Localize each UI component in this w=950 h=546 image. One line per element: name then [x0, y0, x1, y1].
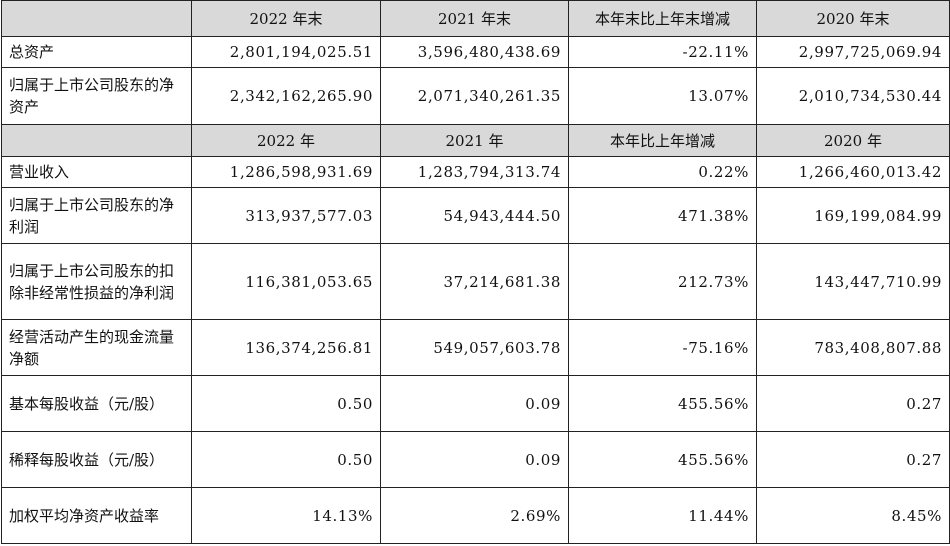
cell-value: 11.44% [568, 487, 757, 544]
cell-value: 3,596,480,438.69 [380, 36, 569, 68]
row-label: 总资产 [1, 36, 192, 68]
row-label: 归属于上市公司股东的扣除非经常性损益的净利润 [1, 243, 192, 320]
cell-value: 143,447,710.99 [756, 243, 950, 320]
cell-value: 471.38% [568, 187, 757, 244]
cell-value: 37,214,681.38 [380, 243, 569, 320]
cell-value: 2,071,340,261.35 [380, 67, 569, 125]
table-row-weighted-roe: 加权平均净资产收益率 14.13% 2.69% 11.44% 8.45% [1, 487, 950, 544]
header-cell-2020: 2020 年 [756, 124, 950, 157]
row-label: 归属于上市公司股东的净资产 [1, 67, 192, 125]
cell-value: 54,943,444.50 [380, 187, 569, 244]
table-row-net-profit: 归属于上市公司股东的净利润 313,937,577.03 54,943,444.… [1, 187, 950, 244]
cell-value: 1,283,794,313.74 [380, 156, 569, 188]
cell-value: 0.27 [756, 375, 950, 432]
row-label: 归属于上市公司股东的净利润 [1, 187, 192, 244]
header-cell-empty [1, 124, 192, 157]
cell-value: 0.50 [191, 375, 381, 432]
table-row-revenue: 营业收入 1,286,598,931.69 1,283,794,313.74 0… [1, 156, 950, 188]
cell-value: -22.11% [568, 36, 757, 68]
cell-value: 2,997,725,069.94 [756, 36, 950, 68]
cell-value: 8.45% [756, 487, 950, 544]
cell-value: 0.27 [756, 431, 950, 488]
cell-value: 1,266,460,013.42 [756, 156, 950, 188]
cell-value: 2.69% [380, 487, 569, 544]
row-label: 稀释每股收益（元/股） [1, 431, 192, 488]
row-label: 营业收入 [1, 156, 192, 188]
header-cell-2021-end: 2021 年末 [380, 0, 569, 37]
cell-value: 313,937,577.03 [191, 187, 381, 244]
row-label: 加权平均净资产收益率 [1, 487, 192, 544]
header-cell-yoy-change: 本年比上年增减 [568, 124, 757, 157]
cell-value: 455.56% [568, 375, 757, 432]
table-row-adjusted-net-profit: 归属于上市公司股东的扣除非经常性损益的净利润 116,381,053.65 37… [1, 243, 950, 320]
header-cell-2021: 2021 年 [380, 124, 569, 157]
table-row-diluted-eps: 稀释每股收益（元/股） 0.50 0.09 455.56% 0.27 [1, 431, 950, 488]
cell-value: 1,286,598,931.69 [191, 156, 381, 188]
row-label: 基本每股收益（元/股） [1, 375, 192, 432]
cell-value: 2,342,162,265.90 [191, 67, 381, 125]
cell-value: 116,381,053.65 [191, 243, 381, 320]
cell-value: 2,801,194,025.51 [191, 36, 381, 68]
income-header-row: 2022 年 2021 年 本年比上年增减 2020 年 [1, 124, 950, 157]
cell-value: 14.13% [191, 487, 381, 544]
cell-value: -75.16% [568, 319, 757, 376]
cell-value: 783,408,807.88 [756, 319, 950, 376]
cell-value: 0.09 [380, 375, 569, 432]
table-row-total-assets: 总资产 2,801,194,025.51 3,596,480,438.69 -2… [1, 36, 950, 68]
cell-value: 2,010,734,530.44 [756, 67, 950, 125]
table-row-operating-cash-flow: 经营活动产生的现金流量净额 136,374,256.81 549,057,603… [1, 319, 950, 376]
header-cell-2020-end: 2020 年末 [756, 0, 950, 37]
cell-value: 212.73% [568, 243, 757, 320]
header-cell-yoy-change: 本年末比上年末增减 [568, 0, 757, 37]
balance-header-row: 2022 年末 2021 年末 本年末比上年末增减 2020 年末 [1, 0, 950, 37]
cell-value: 549,057,603.78 [380, 319, 569, 376]
header-cell-2022-end: 2022 年末 [191, 0, 381, 37]
cell-value: 455.56% [568, 431, 757, 488]
table-row-basic-eps: 基本每股收益（元/股） 0.50 0.09 455.56% 0.27 [1, 375, 950, 432]
cell-value: 136,374,256.81 [191, 319, 381, 376]
table-row-net-assets: 归属于上市公司股东的净资产 2,342,162,265.90 2,071,340… [1, 67, 950, 125]
header-cell-2022: 2022 年 [191, 124, 381, 157]
cell-value: 0.09 [380, 431, 569, 488]
row-label: 经营活动产生的现金流量净额 [1, 319, 192, 376]
cell-value: 0.50 [191, 431, 381, 488]
cell-value: 169,199,084.99 [756, 187, 950, 244]
cell-value: 0.22% [568, 156, 757, 188]
header-cell-empty [1, 0, 192, 37]
cell-value: 13.07% [568, 67, 757, 125]
